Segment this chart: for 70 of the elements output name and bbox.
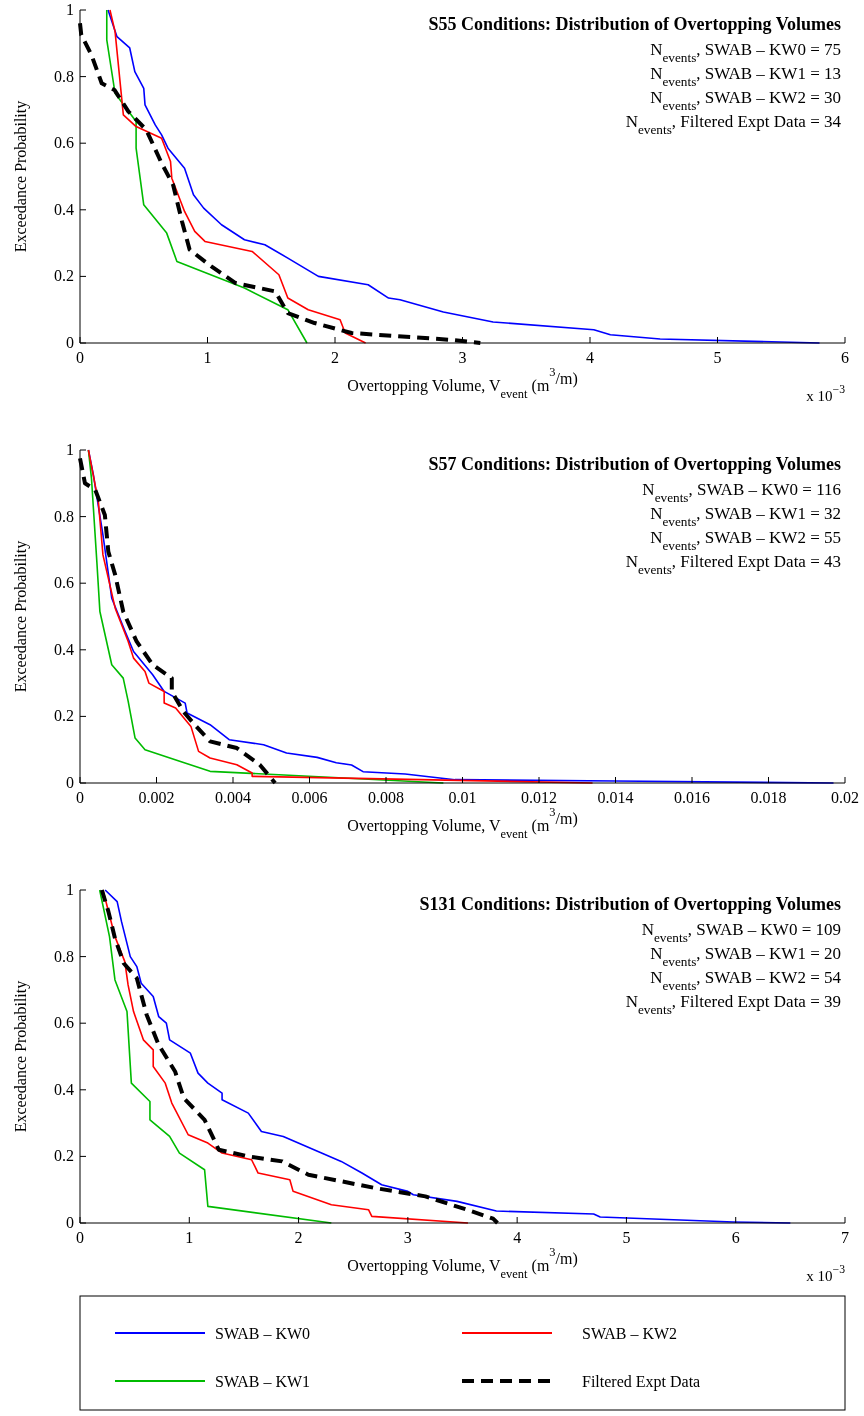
legend-label: SWAB – KW0 <box>215 1325 311 1342</box>
x-tick-label: 1 <box>185 1229 194 1246</box>
x-axis-title: Overtopping Volume, V$_{event}$ (m$^{3}$/m) <box>347 805 578 841</box>
annotation: N$_{events}$, Filtered Expt Data = 34 <box>625 112 842 137</box>
y-tick-label: 0.6 <box>54 1014 74 1032</box>
line-series <box>105 9 308 344</box>
y-tick-label: 0.2 <box>54 707 74 725</box>
legend-label: SWAB – KW2 <box>582 1325 678 1342</box>
x-tick-label: 0.012 <box>521 789 557 806</box>
x-tick-label: 0.016 <box>674 789 710 806</box>
y-tick-label: 0.4 <box>54 1080 74 1098</box>
x-axis-title: Overtopping Volume, V$_{event}$ (m$^{3}$/m) <box>347 1245 578 1281</box>
chart-title: S57 Conditions: Distribution of Overtopping Volumes <box>428 454 841 474</box>
x-tick-label: 5 <box>713 349 722 366</box>
x-tick-label: 5 <box>622 1229 631 1246</box>
y-tick-label: 0.8 <box>54 67 74 85</box>
x-tick-label: 3 <box>458 349 467 366</box>
x-tick-label: 7 <box>841 1229 849 1246</box>
x-tick-label: 4 <box>586 349 594 366</box>
x-tick-label: 0.01 <box>448 789 477 806</box>
y-tick-label: 0.4 <box>54 200 74 218</box>
y-tick-label: 0.8 <box>54 507 74 525</box>
x-tick-label: 2 <box>294 1229 303 1246</box>
x-tick-label: 6 <box>731 1229 740 1246</box>
x-tick-label: 3 <box>403 1229 412 1246</box>
legend-label: Filtered Expt Data <box>582 1373 701 1391</box>
annotation: N$_{events}$, SWAB – KW0 = 109 <box>641 920 841 945</box>
y-tick-label: 0 <box>66 1214 74 1231</box>
y-tick-label: 0 <box>66 334 74 351</box>
y-axis-title: Exceedance Probability <box>12 100 30 253</box>
x-tick-label: 0.006 <box>291 789 328 806</box>
y-tick-label: 0 <box>66 774 74 791</box>
y-tick-label: 0.2 <box>54 267 74 285</box>
y-tick-label: 1 <box>66 881 74 898</box>
y-tick-label: 0.6 <box>54 574 74 592</box>
x-tick-label: 2 <box>331 349 339 366</box>
y-tick-label: 0.4 <box>54 640 74 658</box>
chart-title: S131 Conditions: Distribution of Overtopping Volumes <box>419 894 841 914</box>
y-tick-label: 1 <box>66 1 74 18</box>
legend-label: SWAB – KW1 <box>215 1373 311 1390</box>
x-tick-label: 0.014 <box>597 789 634 806</box>
annotation: N$_{events}$, Filtered Expt Data = 43 <box>625 552 841 577</box>
x-tick-label: 0.02 <box>831 789 859 806</box>
annotation: N$_{events}$, SWAB – KW1 = 32 <box>650 504 841 529</box>
x-tick-label: 4 <box>513 1229 522 1246</box>
text: x 10$^{−3}$ <box>806 1263 846 1284</box>
y-tick-label: 0.6 <box>54 134 74 152</box>
line-series <box>109 9 367 344</box>
annotation: N$_{events}$, SWAB – KW2 = 55 <box>650 528 841 553</box>
annotation: N$_{events}$, SWAB – KW1 = 20 <box>650 944 841 969</box>
y-tick-label: 0.2 <box>54 1147 74 1165</box>
text: x 10$^{−3}$ <box>806 383 846 404</box>
annotation: N$_{events}$, SWAB – KW0 = 75 <box>650 40 841 65</box>
y-tick-label: 1 <box>66 441 74 458</box>
x-tick-label: 0.002 <box>138 789 175 806</box>
x-tick-label: 0.018 <box>750 789 787 806</box>
x-tick-label: 6 <box>841 349 849 366</box>
y-axis-title: Exceedance Probability <box>12 540 30 693</box>
annotation: N$_{events}$, SWAB – KW0 = 116 <box>642 480 841 505</box>
y-tick-label: 0.8 <box>54 947 74 965</box>
annotation: N$_{events}$, SWAB – KW2 = 30 <box>650 88 841 113</box>
y-axis-title: Exceedance Probability <box>12 980 30 1133</box>
x-tick-label: 0.008 <box>368 789 404 806</box>
chart-title: S55 Conditions: Distribution of Overtopping Volumes <box>428 14 841 34</box>
x-axis-title: Overtopping Volume, V$_{event}$ (m$^{3}$/m) <box>347 365 578 401</box>
x-tick-label: 1 <box>203 349 212 366</box>
annotation: N$_{events}$, SWAB – KW2 = 54 <box>650 968 842 993</box>
annotation: N$_{events}$, SWAB – KW1 = 13 <box>650 64 841 89</box>
x-tick-label: 0.004 <box>215 789 251 806</box>
annotation: N$_{events}$, Filtered Expt Data = 39 <box>625 992 841 1017</box>
